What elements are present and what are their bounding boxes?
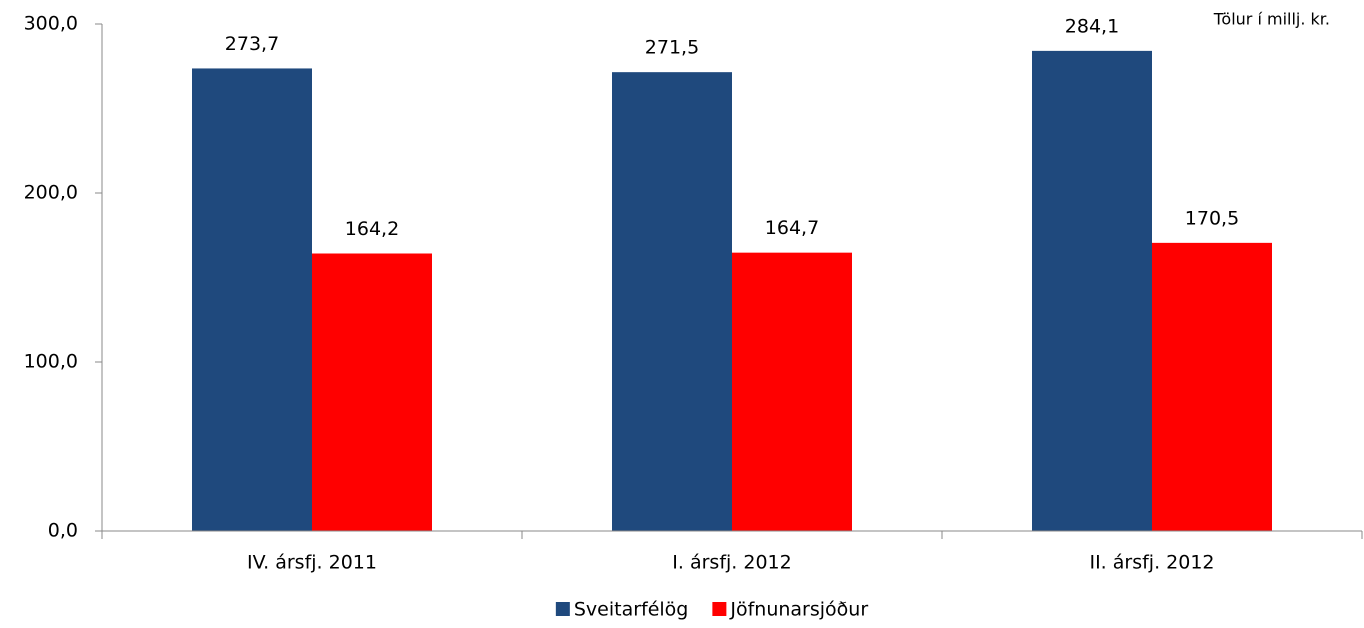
bar xyxy=(192,68,312,532)
bar xyxy=(612,72,732,531)
legend-swatch xyxy=(555,602,570,616)
bar xyxy=(312,253,432,531)
annotation: Tölur í millj. kr. xyxy=(1213,10,1330,29)
y-tick-label: 300,0 xyxy=(24,13,78,35)
value-label: 164,2 xyxy=(345,218,399,240)
bar xyxy=(1152,242,1272,532)
x-tick-label: IV. ársfj. 2011 xyxy=(247,552,377,574)
bar xyxy=(732,252,852,532)
y-tick-label: 200,0 xyxy=(24,182,78,204)
legend: Sveitarfélög Jöfnunarsjóður xyxy=(555,599,868,621)
legend-label: Jöfnunarsjóður xyxy=(729,599,868,621)
value-label: 273,7 xyxy=(225,33,279,55)
value-label: 164,7 xyxy=(765,217,819,239)
bar xyxy=(1032,50,1152,531)
legend-swatch xyxy=(712,602,727,616)
legend-label: Sveitarfélög xyxy=(574,599,689,621)
y-tick-label: 100,0 xyxy=(24,351,78,373)
x-tick-label: II. ársfj. 2012 xyxy=(1089,552,1214,574)
value-label: 284,1 xyxy=(1065,15,1119,37)
y-tick-label: 0,0 xyxy=(48,520,78,542)
x-tick-label: I. ársfj. 2012 xyxy=(672,552,791,574)
value-label: 170,5 xyxy=(1185,207,1239,229)
value-label: 271,5 xyxy=(645,37,699,59)
